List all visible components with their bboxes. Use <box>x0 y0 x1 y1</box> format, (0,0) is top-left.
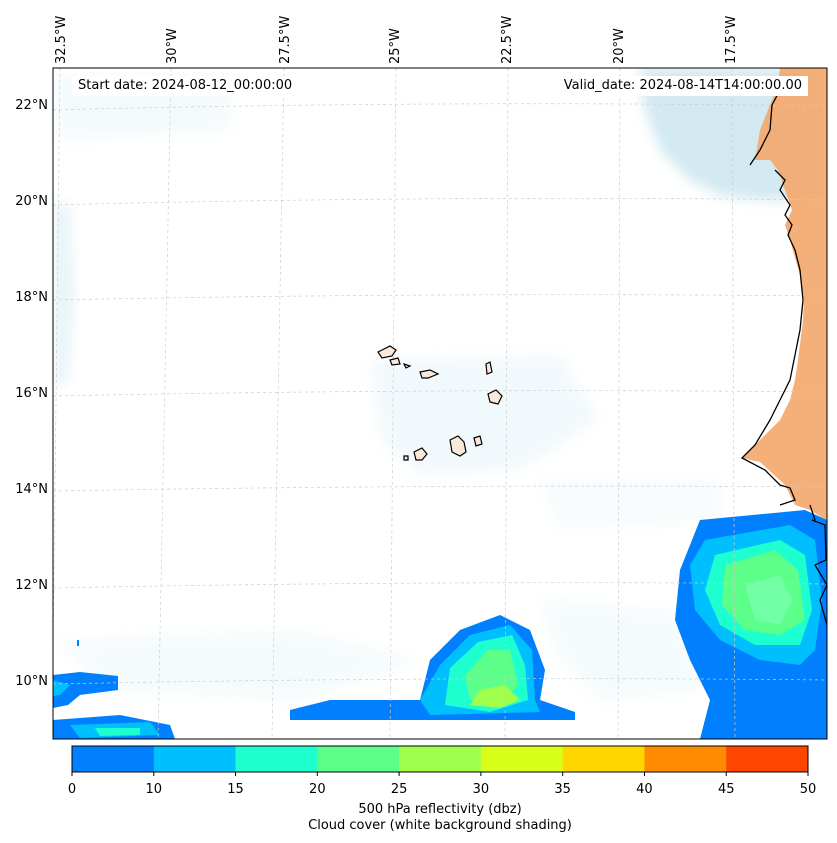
lon-label: 25°W <box>388 28 403 64</box>
colorbar-tick-label: 40 <box>636 782 653 797</box>
lon-label: 30°W <box>165 28 180 64</box>
colorbar-segment <box>726 746 809 772</box>
lat-label: 20°N <box>15 194 48 209</box>
lat-label: 12°N <box>15 578 48 593</box>
valid-date-label: Valid_date: 2024-08-14T14:00:00.00 <box>557 76 808 96</box>
colorbar-segment <box>153 746 237 772</box>
lat-label: 18°N <box>15 290 48 305</box>
reflectivity-east <box>675 510 827 739</box>
lon-label: 20°W <box>612 28 627 64</box>
lat-label: 14°N <box>15 482 48 497</box>
colorbar-tick-label: 0 <box>67 782 77 797</box>
colorbar-segment <box>644 746 727 772</box>
colorbar-label: 500 hPa reflectivity (dbz) <box>358 802 522 817</box>
colorbar-segment <box>72 746 155 772</box>
cape-verde-islands <box>377 345 503 461</box>
colorbar-segment <box>235 746 318 772</box>
reflectivity-central <box>290 615 575 720</box>
colorbar <box>71 745 809 776</box>
colorbar-sublabel: Cloud cover (white background shading) <box>308 818 572 833</box>
colorbar-tick-label: 15 <box>227 782 244 797</box>
map-frame <box>52 67 828 740</box>
colorbar-tick-label: 50 <box>799 782 817 797</box>
colorbar-segment <box>480 746 564 772</box>
lon-label: 32.5°W <box>54 15 69 64</box>
reflectivity-west <box>53 640 175 739</box>
colorbar-tick-label: 25 <box>390 782 408 797</box>
africa-land <box>742 68 827 739</box>
lat-label: 10°N <box>15 674 48 689</box>
lon-label: 22.5°W <box>500 15 515 64</box>
colorbar-tick-label: 30 <box>472 782 490 797</box>
lon-label: 27.5°W <box>278 15 293 64</box>
colorbar-segment <box>399 746 482 772</box>
lon-label: 17.5°W <box>724 15 739 64</box>
colorbar-tick-label: 45 <box>717 782 735 797</box>
lat-label: 16°N <box>15 386 48 401</box>
colorbar-tick-label: 35 <box>554 782 571 797</box>
colorbar-tick-label: 10 <box>145 782 163 797</box>
colorbar-segment <box>317 746 400 772</box>
start-date-label: Start date: 2024-08-12_00:00:00 <box>72 76 299 96</box>
coastline <box>740 89 827 626</box>
colorbar-frame <box>71 745 809 773</box>
colorbar-tick-label: 20 <box>309 782 326 797</box>
colorbar-segment <box>562 746 645 772</box>
lat-label: 22°N <box>15 98 48 113</box>
